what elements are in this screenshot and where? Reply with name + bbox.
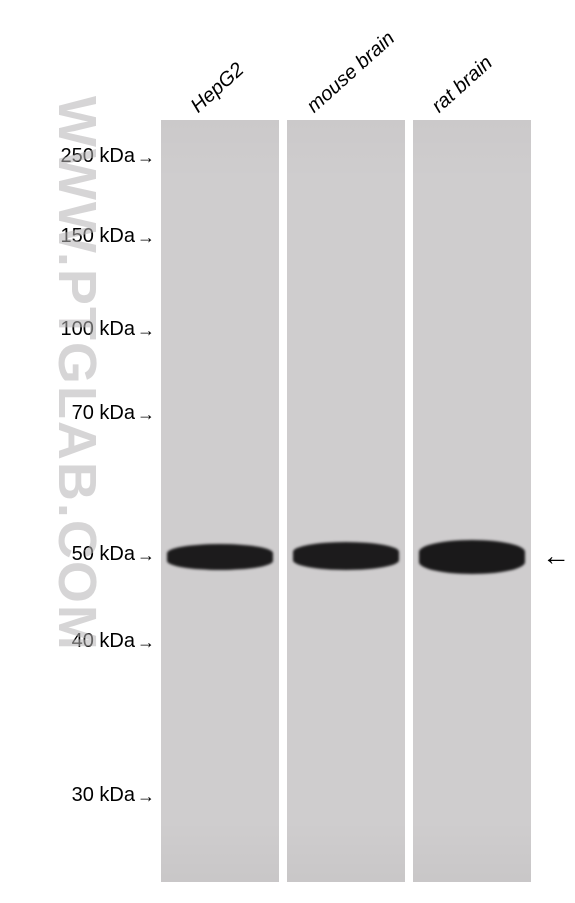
sample-label: mouse brain [303,27,400,118]
ladder-arrow-icon: → [137,546,155,564]
ladder-marker-label: 50 kDa [72,543,135,566]
ladder-arrow-icon: → [137,148,155,166]
ladder-marker-label: 100 kDa [61,318,136,341]
ladder-marker-label: 70 kDa [72,402,135,425]
protein-band [167,544,273,570]
ladder-marker: 250 kDa→ [61,145,156,168]
protein-band [293,542,399,570]
ladder-arrow-icon: → [137,633,155,651]
ladder-marker: 50 kDa→ [72,543,155,566]
ladder-arrow-icon: → [137,321,155,339]
ladder-marker: 30 kDa→ [72,784,155,807]
ladder-marker: 70 kDa→ [72,402,155,425]
ladder-marker-label: 40 kDa [72,630,135,653]
ladder-labels-column: 250 kDa→150 kDa→100 kDa→70 kDa→50 kDa→40… [0,0,155,903]
ladder-marker-label: 30 kDa [72,784,135,807]
ladder-marker: 150 kDa→ [61,225,156,248]
ladder-marker: 40 kDa→ [72,630,155,653]
blot-lane [287,120,405,882]
blot-membrane-area [160,120,535,890]
blot-figure: HepG2mouse brainrat brain 250 kDa→150 kD… [0,0,575,903]
ladder-marker: 100 kDa→ [61,318,156,341]
ladder-marker-label: 150 kDa [61,225,136,248]
target-band-arrow-icon: ← [542,542,570,570]
protein-band [419,540,525,574]
ladder-arrow-icon: → [137,405,155,423]
sample-label: HepG2 [187,59,249,118]
blot-lane [413,120,531,882]
sample-label: rat brain [428,52,498,118]
ladder-arrow-icon: → [137,787,155,805]
ladder-arrow-icon: → [137,228,155,246]
blot-lane [161,120,279,882]
ladder-marker-label: 250 kDa [61,145,136,168]
